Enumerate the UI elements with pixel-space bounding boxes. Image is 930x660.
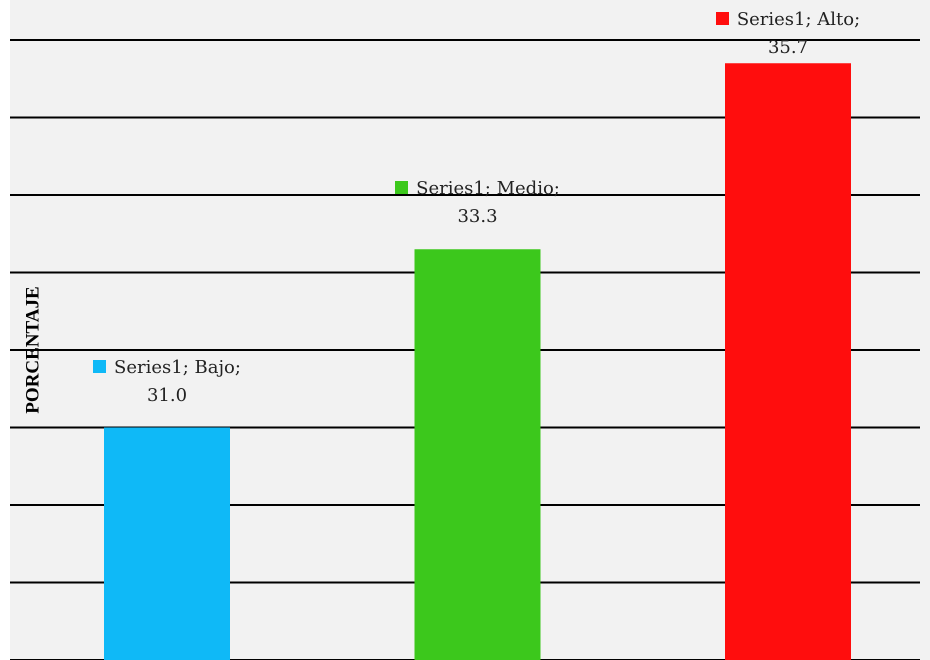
- data-label: Series1; Alto; 35.7: [693, 6, 883, 62]
- legend-key: [715, 12, 729, 25]
- data-label: Series1; Medio; 33.3: [383, 175, 573, 231]
- data-label-text: Series1; Medio; 33.3: [416, 178, 560, 228]
- data-label-text: Series1; Alto; 35.7: [736, 9, 861, 58]
- bar: [725, 63, 851, 660]
- data-label: Series1; Bajo; 31.0: [72, 354, 262, 410]
- legend-key: [395, 181, 409, 195]
- data-label-text: Series1; Bajo; 31.0: [114, 356, 241, 406]
- bar: [414, 249, 541, 660]
- legend-key: [93, 359, 107, 373]
- bar: [104, 427, 230, 660]
